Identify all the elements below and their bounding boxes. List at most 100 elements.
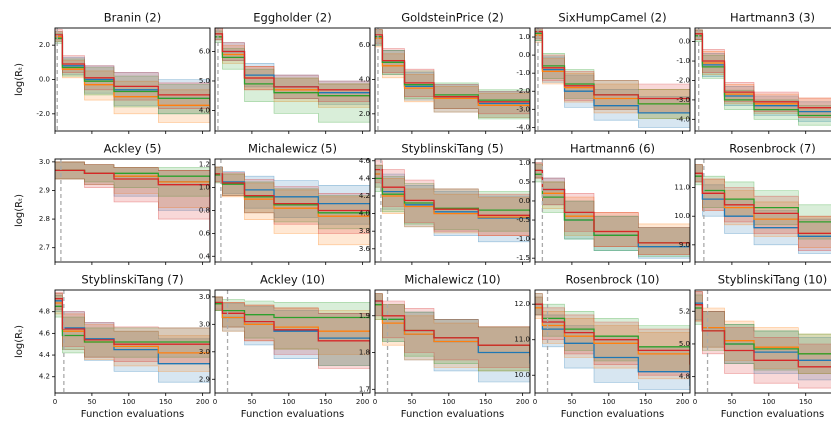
y-tick-label: 1.2 [199, 161, 210, 169]
band [695, 164, 831, 248]
frame [694, 289, 831, 394]
line [535, 303, 690, 365]
y-tick-label: 4.4 [359, 174, 371, 182]
panel-title: Eggholder (2) [253, 11, 331, 25]
y-tick-label: 9.0 [679, 241, 690, 249]
y-axis-label: log(Rₜ) [14, 194, 25, 227]
y-tick-label: 4.2 [39, 373, 50, 381]
x-tick-label: 50 [727, 398, 736, 406]
y-tick-label: -1.5 [516, 254, 530, 262]
frame [214, 289, 371, 394]
y-tick-label: 1.0 [199, 184, 210, 192]
y-tick-label: 5.0 [679, 340, 690, 348]
y-tick-label: 6.0 [199, 48, 210, 56]
x-tick-label: 150 [319, 398, 332, 406]
line [215, 33, 370, 96]
x-tick-label: 100 [762, 398, 775, 406]
y-tick-label: 3.0 [199, 293, 210, 301]
line [695, 33, 831, 109]
y-tick-label: -4.0 [676, 115, 690, 123]
y-tick-label: 5.0 [199, 77, 210, 85]
frame [694, 27, 831, 132]
x-axis-label: Function evaluations [561, 409, 665, 420]
y-tick-label: 2.0 [39, 41, 50, 49]
y-tick-label: -0.5 [516, 216, 530, 224]
line [375, 300, 530, 357]
band [215, 296, 370, 373]
x-tick-label: 200 [516, 398, 529, 406]
band [55, 29, 210, 114]
y-tick-label: 4.2 [359, 192, 370, 200]
y-tick-label: -2.0 [36, 110, 50, 118]
y-tick-label: -3.0 [516, 105, 530, 113]
frame [54, 158, 211, 263]
x-tick-label: 50 [247, 398, 256, 406]
panel: 2.7 2.8 2.9 3.0 Ackley (5) log(Rₜ) [14, 142, 211, 265]
panel-title: Michalewicz (5) [248, 142, 337, 156]
frame [534, 27, 691, 132]
panel: 4.0 5.0 6.0 Eggholder (2) [199, 11, 371, 134]
panel: 2.9 3.0 3.0 3.0 0 50 100 150 200 Ackley (10) Funct… [199, 273, 371, 420]
line [375, 34, 530, 109]
band [215, 166, 370, 254]
panel: 0.4 0.6 0.8 1.0 1.2 Michalewicz (5) [199, 142, 371, 265]
y-tick-label: 2.9 [199, 375, 210, 383]
plot-area [695, 28, 831, 131]
panel-title: Michalewicz (10) [404, 273, 500, 287]
y-tick-label: 2.8 [39, 215, 50, 223]
panel: 1.7 1.8 1.9 0 50 100 150 200 Michalewicz (10) Fun… [359, 273, 531, 420]
band [535, 296, 690, 386]
y-tick-label: 4.8 [39, 308, 50, 316]
x-tick-label: 0 [533, 398, 537, 406]
y-tick-label: 0.0 [679, 38, 690, 46]
y-tick-label: 2.9 [39, 186, 50, 194]
band [375, 293, 530, 375]
plot-area [535, 159, 690, 262]
y-tick-label: 10.0 [514, 371, 530, 379]
plot-area [695, 290, 831, 393]
y-tick-label: 3.0 [199, 348, 210, 356]
plot-area [535, 28, 690, 131]
y-tick-label: 4.4 [39, 351, 51, 359]
y-tick-label: 11.0 [514, 336, 530, 344]
line [535, 30, 690, 103]
x-tick-label: 200 [196, 398, 209, 406]
panel-title: Branin (2) [104, 11, 161, 25]
band [535, 28, 690, 117]
x-tick-label: 150 [639, 398, 652, 406]
band [215, 296, 370, 359]
band [695, 294, 831, 374]
band [55, 161, 210, 260]
band [535, 29, 690, 124]
y-tick-label: 0.0 [519, 51, 530, 59]
band [695, 291, 831, 389]
y-tick-label: 0.0 [39, 76, 50, 84]
panel-title: Rosenbrock (10) [566, 273, 660, 287]
y-axis-label: log(Rₜ) [14, 63, 25, 96]
y-axis-label: log(Rₜ) [14, 325, 25, 358]
frame [54, 289, 211, 394]
y-tick-label: 3.6 [359, 245, 371, 253]
x-tick-label: 50 [567, 398, 576, 406]
plot-area [215, 290, 370, 393]
plot-area [55, 159, 210, 262]
y-tick-label: 2.7 [39, 244, 50, 252]
y-tick-label: 0.8 [199, 207, 210, 215]
x-axis-label: Function evaluations [81, 409, 185, 420]
band [695, 291, 831, 381]
x-tick-label: 100 [282, 398, 295, 406]
line [695, 304, 831, 368]
line [215, 301, 370, 355]
panel: 10.0 11.0 12.0 0 50 100 150 200 Rosenbrock (10) F… [514, 273, 691, 420]
band [215, 166, 370, 236]
band [535, 293, 690, 383]
plot-area [375, 28, 530, 131]
line [55, 34, 210, 101]
y-tick-label: 6.0 [359, 41, 370, 49]
y-tick-label: 1.8 [359, 349, 370, 357]
panel: 2.0 4.0 6.0 GoldsteinPrice (2) [359, 11, 531, 134]
y-tick-label: 0.4 [199, 252, 211, 260]
x-axis-label: Function evaluations [241, 409, 345, 420]
x-axis-label: Function evaluations [401, 409, 505, 420]
panel: -2.0 0.0 2.0 Branin (2) log(Rₜ) [14, 11, 211, 134]
